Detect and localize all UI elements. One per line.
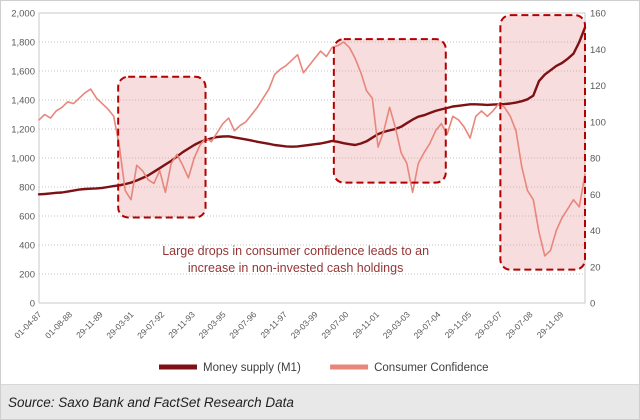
money-supply-line [37,26,587,196]
right-axis-tick-label: 0 [590,299,595,310]
x-axis-tick-label: 29-11-09 [535,309,566,340]
x-axis-tick-label: 29-11-97 [258,309,289,340]
x-axis-tick-label: 29-03-03 [381,309,412,340]
left-axis-tick-label: 1,200 [11,125,35,136]
x-axis-tick-label: 29-11-05 [443,309,474,340]
right-axis-tick-label: 20 [590,262,601,273]
left-axis-tick-label: 400 [19,241,35,252]
left-axis-tick-label: 1,000 [11,154,35,165]
x-axis-tick-label: 29-07-96 [227,309,258,340]
right-axis-tick-label: 80 [590,154,601,165]
x-axis-tick-label: 29-03-91 [104,309,135,340]
x-axis-tick-label: 29-03-95 [197,309,228,340]
highlight-region-fill [500,15,585,270]
right-axis-tick-label: 120 [590,81,606,92]
x-axis-tick-label: 29-07-92 [135,309,166,340]
left-axis-tick-label: 0 [30,299,35,310]
highlight-region-fill [118,76,206,218]
left-axis-tick-label: 800 [19,183,35,194]
annotation-text: increase in non-invested cash holdings [188,261,403,275]
left-axis-tick-label: 600 [19,212,35,223]
consumer-confidence-line [38,41,586,257]
x-axis-tick-label: 29-07-08 [504,309,535,340]
right-axis-tick-label: 100 [590,117,606,128]
x-axis-tick-label: 29-07-04 [411,309,442,340]
x-axis-tick-label: 29-03-07 [473,309,504,340]
legend-label: Money supply (M1) [203,362,301,374]
left-axis-tick-label: 1,800 [11,38,35,49]
left-axis-tick-label: 200 [19,270,35,281]
legend-label: Consumer Confidence [374,362,488,374]
x-axis-tick-label: 29-03-99 [289,309,320,340]
source-bar: Source: Saxo Bank and FactSet Research D… [1,384,639,419]
right-axis-tick-label: 140 [590,45,606,56]
right-axis-tick-label: 60 [590,190,601,201]
x-axis-tick-label: 01-08-88 [43,309,74,340]
x-axis-tick-label: 29-11-01 [350,309,381,340]
money-supply-consumer-confidence-chart: 02004006008001,0001,2001,4001,6001,8002,… [11,9,606,375]
annotation-text: Large drops in consumer confidence leads… [162,244,429,258]
right-axis-tick-label: 160 [590,9,606,20]
highlight-region-border [117,75,207,219]
highlight-region-border [332,38,447,184]
left-axis-tick-label: 1,600 [11,67,35,78]
x-axis-tick-label: 29-11-89 [74,309,105,340]
x-axis-tick-label: 01-04-87 [12,309,43,340]
x-axis-tick-label: 29-11-93 [166,309,197,340]
left-axis-tick-label: 2,000 [11,9,35,20]
right-axis-tick-label: 40 [590,226,601,237]
source-text: Source: Saxo Bank and FactSet Research D… [8,395,294,410]
x-axis-tick-label: 29-07-00 [319,309,350,340]
left-axis-tick-label: 1,400 [11,96,35,107]
